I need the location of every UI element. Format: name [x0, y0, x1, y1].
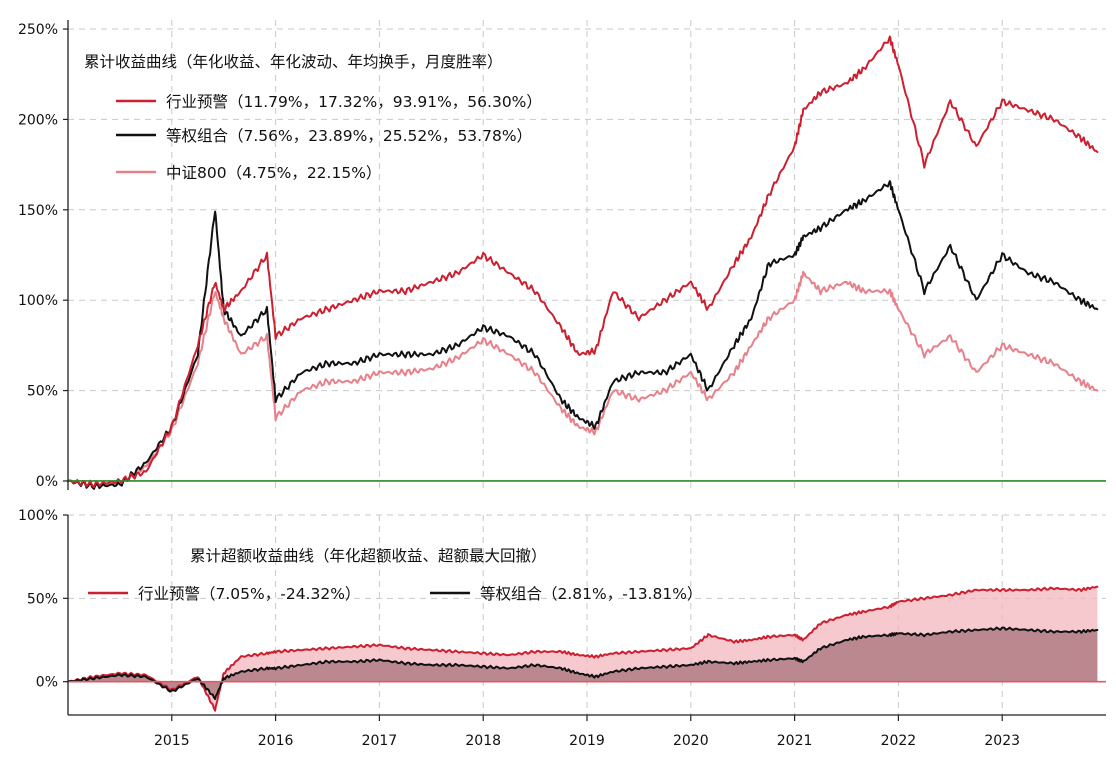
- excess-return-areas: [68, 586, 1098, 711]
- legend-label-equal-weight: 等权组合（7.56%，23.89%，25.52%，53.78%）: [166, 127, 532, 145]
- x-tick-labels: 2015 2016 2017 2018 2019 2020 2021 2022 2023: [154, 715, 1020, 749]
- bottom-ytick-label-2: 100%: [18, 508, 58, 524]
- bottom-legend-title: 累计超额收益曲线（年化超额收益、超额最大回撤）: [190, 547, 547, 565]
- excess-line-1: [67, 626, 1099, 701]
- excess-return-lines: [67, 585, 1106, 712]
- excess-line-0: [67, 585, 1099, 712]
- xtick-label-2022: 2022: [881, 733, 917, 749]
- xtick-label-2018: 2018: [465, 733, 501, 749]
- xtick-label-2023: 2023: [984, 733, 1020, 749]
- xtick-label-2015: 2015: [154, 733, 190, 749]
- legend-label-excess-industry-warning: 行业预警（7.05%，-24.32%）: [138, 585, 360, 603]
- series-line-top-2: [67, 270, 1099, 489]
- legend-label-excess-equal-weight: 等权组合（2.81%，-13.81%）: [480, 585, 702, 603]
- top-ytick-label-1: 50%: [27, 384, 58, 400]
- legend-label-csi800: 中证800（4.75%，22.15%）: [166, 164, 381, 182]
- top-ytick-label-4: 200%: [18, 112, 58, 128]
- top-legend-title: 累计收益曲线（年化收益、年化波动、年均换手，月度胜率）: [84, 53, 503, 71]
- top-legend: 累计收益曲线（年化收益、年化波动、年均换手，月度胜率） 行业预警（11.79%，…: [84, 53, 542, 182]
- xtick-label-2020: 2020: [673, 733, 709, 749]
- top-ytick-label-0: 0%: [36, 474, 58, 490]
- top-ytick-label-5: 250%: [18, 22, 58, 38]
- top-ytick-label-2: 100%: [18, 293, 58, 309]
- series-line-top-0: [67, 35, 1099, 489]
- xtick-label-2017: 2017: [362, 733, 398, 749]
- legend-label-industry-warning: 行业预警（11.79%，17.32%，93.91%，56.30%）: [166, 93, 542, 111]
- xtick-label-2016: 2016: [258, 733, 294, 749]
- top-panel-grid: [68, 20, 1106, 490]
- cumulative-return-lines: [67, 35, 1106, 490]
- bottom-legend: 累计超额收益曲线（年化超额收益、超额最大回撤） 行业预警（7.05%，-24.3…: [88, 547, 702, 603]
- bottom-ytick-label-1: 50%: [27, 591, 58, 607]
- xtick-label-2021: 2021: [777, 733, 813, 749]
- top-y-tick-labels: 0% 50% 100% 150% 200% 250%: [18, 22, 68, 490]
- series-line-top-1: [67, 180, 1099, 490]
- xtick-label-2019: 2019: [569, 733, 605, 749]
- bottom-y-tick-labels: 0% 50% 100%: [18, 508, 68, 691]
- bottom-ytick-label-0: 0%: [36, 675, 58, 691]
- top-ytick-label-3: 150%: [18, 203, 58, 219]
